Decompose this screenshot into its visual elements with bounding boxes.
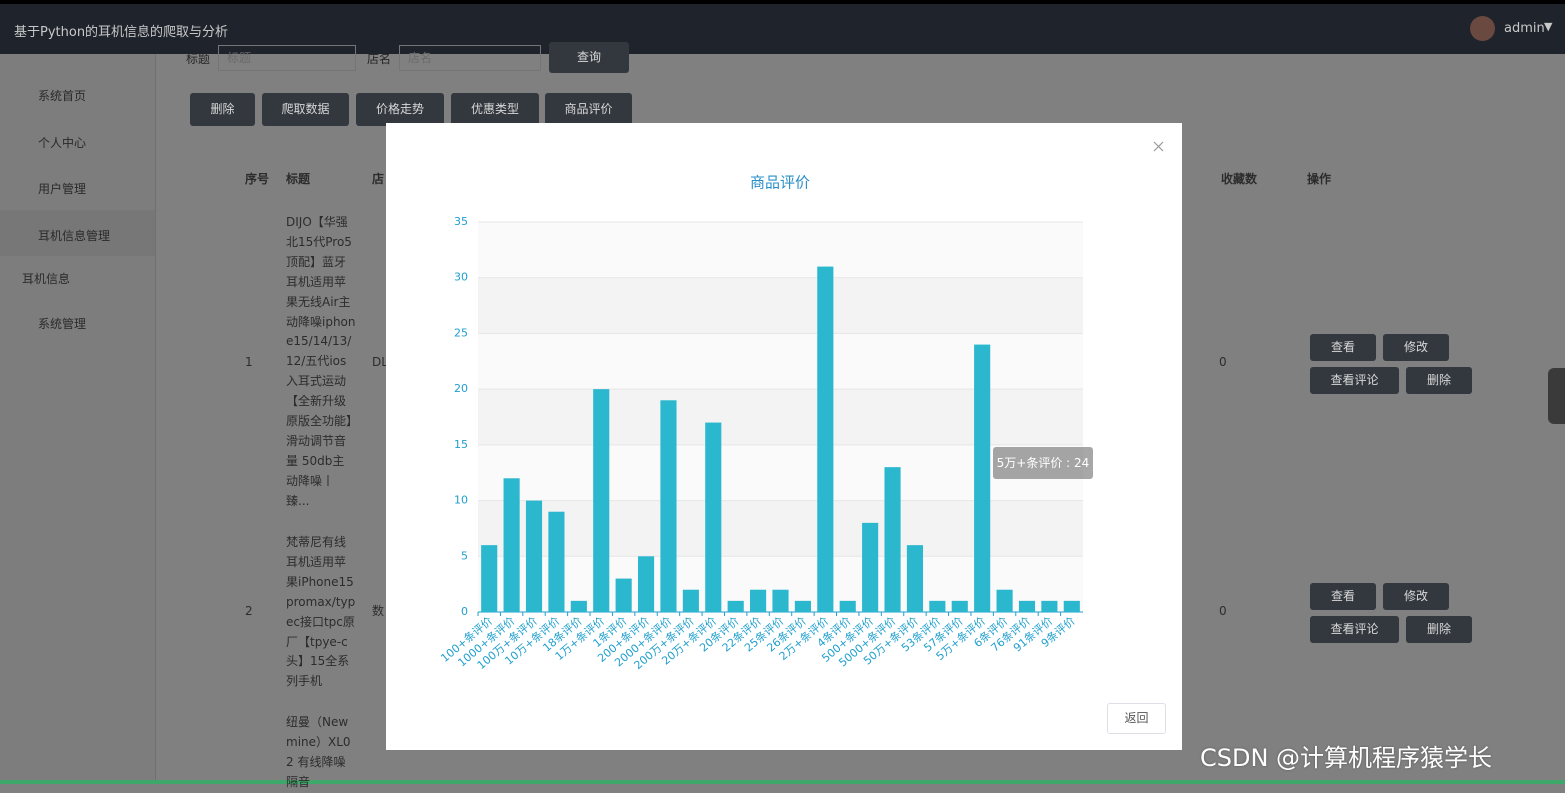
bar bbox=[637, 556, 655, 612]
toolbar-button[interactable]: 删除 bbox=[190, 93, 255, 126]
row-action[interactable]: 修改 bbox=[1383, 334, 1449, 361]
row-action[interactable]: 查看 bbox=[1310, 583, 1376, 610]
bar bbox=[929, 600, 946, 612]
row-index: 1 bbox=[245, 355, 253, 369]
user-caret[interactable]: ▼ bbox=[1544, 20, 1553, 33]
menu-item[interactable]: 系统管理 bbox=[38, 317, 87, 331]
app-title: 基于Python的耳机信息的爬取与分析 bbox=[14, 25, 229, 40]
y-tick-label: 35 bbox=[454, 215, 468, 228]
row-action[interactable]: 查看评论 bbox=[1310, 616, 1399, 643]
chart: 商品评价 05101520253035100+条评价1000+条评价100万+条… bbox=[438, 141, 1164, 672]
modal: 商品评价 0 5 10 15 20 25 30 35 100+条评价 1000+条评价 100万+条… bbox=[386, 123, 1182, 750]
grid-band bbox=[478, 222, 1083, 278]
table-header: 店 bbox=[372, 172, 385, 186]
y-tick-label: 5 bbox=[461, 549, 468, 562]
sidebar bbox=[0, 54, 156, 784]
table-header: 标题 bbox=[286, 172, 311, 186]
row-index: 2 bbox=[245, 604, 253, 618]
bar bbox=[996, 589, 1013, 612]
y-tick-label: 20 bbox=[454, 382, 468, 395]
y-tick-label: 30 bbox=[454, 271, 468, 284]
search-button[interactable]: 查询 bbox=[549, 42, 629, 73]
menu-item[interactable]: 用户管理 bbox=[38, 182, 87, 196]
search-label: 标题 bbox=[186, 52, 211, 66]
y-tick-label: 0 bbox=[461, 605, 468, 618]
row-favorites: 0 bbox=[1219, 355, 1227, 369]
grid-band bbox=[478, 500, 1083, 557]
toolbar-button[interactable]: 商品评价 bbox=[545, 93, 632, 126]
bar bbox=[1041, 600, 1058, 612]
row-action[interactable]: 查看 bbox=[1310, 334, 1376, 361]
back-button[interactable]: 返回 bbox=[1107, 703, 1166, 734]
bar bbox=[503, 478, 520, 612]
chart-title: 商品评价 bbox=[750, 174, 810, 192]
table-header: 序号 bbox=[245, 172, 270, 186]
bar bbox=[570, 600, 587, 612]
side-tab[interactable] bbox=[1548, 368, 1565, 424]
grid-band bbox=[478, 389, 1083, 445]
avatar[interactable] bbox=[1470, 16, 1495, 41]
bar bbox=[1018, 600, 1036, 612]
bar bbox=[593, 389, 610, 612]
row-title: DIJO【华强北15代Pro5顶配】蓝牙耳机适用苹果无线Air主动降噪iphon… bbox=[286, 215, 356, 508]
row-action[interactable]: 修改 bbox=[1383, 583, 1449, 610]
menu-item[interactable]: 系统首页 bbox=[38, 89, 87, 103]
toolbar-button[interactable]: 价格走势 bbox=[356, 93, 444, 126]
row-shop: DL bbox=[372, 355, 388, 369]
y-tick-label: 10 bbox=[454, 494, 468, 507]
bar bbox=[974, 344, 991, 612]
bar bbox=[481, 545, 498, 612]
bar bbox=[817, 266, 834, 612]
toolbar-button[interactable]: 爬取数据 bbox=[262, 93, 349, 126]
bar bbox=[884, 467, 901, 612]
grid-band bbox=[478, 277, 1083, 334]
row-title: 纽曼（Newmine）XL02 有线降噪隔音 bbox=[286, 715, 351, 789]
bar bbox=[750, 589, 767, 612]
y-tick-label: 15 bbox=[454, 438, 468, 451]
bar bbox=[615, 578, 632, 612]
progress-bar bbox=[0, 780, 1565, 784]
table-header: 操作 bbox=[1307, 172, 1332, 186]
bar bbox=[525, 500, 543, 612]
grid-band bbox=[478, 333, 1083, 390]
bar bbox=[951, 600, 968, 612]
bar bbox=[794, 600, 811, 612]
top-edge bbox=[0, 0, 1565, 4]
search-label: 店名 bbox=[367, 52, 392, 66]
user-name[interactable]: admin bbox=[1504, 21, 1545, 36]
row-action[interactable]: 删除 bbox=[1406, 367, 1472, 394]
bar bbox=[548, 511, 565, 612]
menu-item[interactable]: 耳机信息 bbox=[22, 272, 71, 286]
bar bbox=[862, 522, 879, 612]
row-shop: 数 bbox=[372, 604, 385, 618]
search-input[interactable]: 标题 bbox=[218, 45, 356, 71]
bar bbox=[906, 545, 924, 612]
menu-item[interactable]: 耳机信息管理 bbox=[38, 229, 111, 243]
row-favorites: 0 bbox=[1219, 604, 1227, 618]
row-title: 梵蒂尼有线耳机适用苹果iPhone15promax/typec接口tpc原厂【t… bbox=[286, 535, 356, 689]
tooltip: 5万+条评价 : 24 bbox=[993, 447, 1093, 479]
toolbar-button[interactable]: 优惠类型 bbox=[451, 93, 539, 126]
bar bbox=[705, 422, 722, 612]
bar bbox=[1063, 600, 1080, 612]
watermark: CSDN @计算机程序猿学长 bbox=[1200, 744, 1493, 772]
bar bbox=[839, 600, 856, 612]
table-header: 收藏数 bbox=[1221, 172, 1258, 186]
bar bbox=[727, 600, 744, 612]
menu-item[interactable]: 个人中心 bbox=[38, 136, 87, 150]
bar bbox=[682, 589, 699, 612]
row-action[interactable]: 查看评论 bbox=[1310, 367, 1399, 394]
bar bbox=[660, 400, 677, 612]
search-input[interactable]: 店名 bbox=[399, 45, 541, 71]
active-menu-bg bbox=[0, 210, 155, 256]
y-tick-label: 25 bbox=[454, 326, 468, 339]
row-action[interactable]: 删除 bbox=[1406, 616, 1472, 643]
close-button[interactable] bbox=[1153, 141, 1164, 152]
bar bbox=[772, 589, 789, 612]
